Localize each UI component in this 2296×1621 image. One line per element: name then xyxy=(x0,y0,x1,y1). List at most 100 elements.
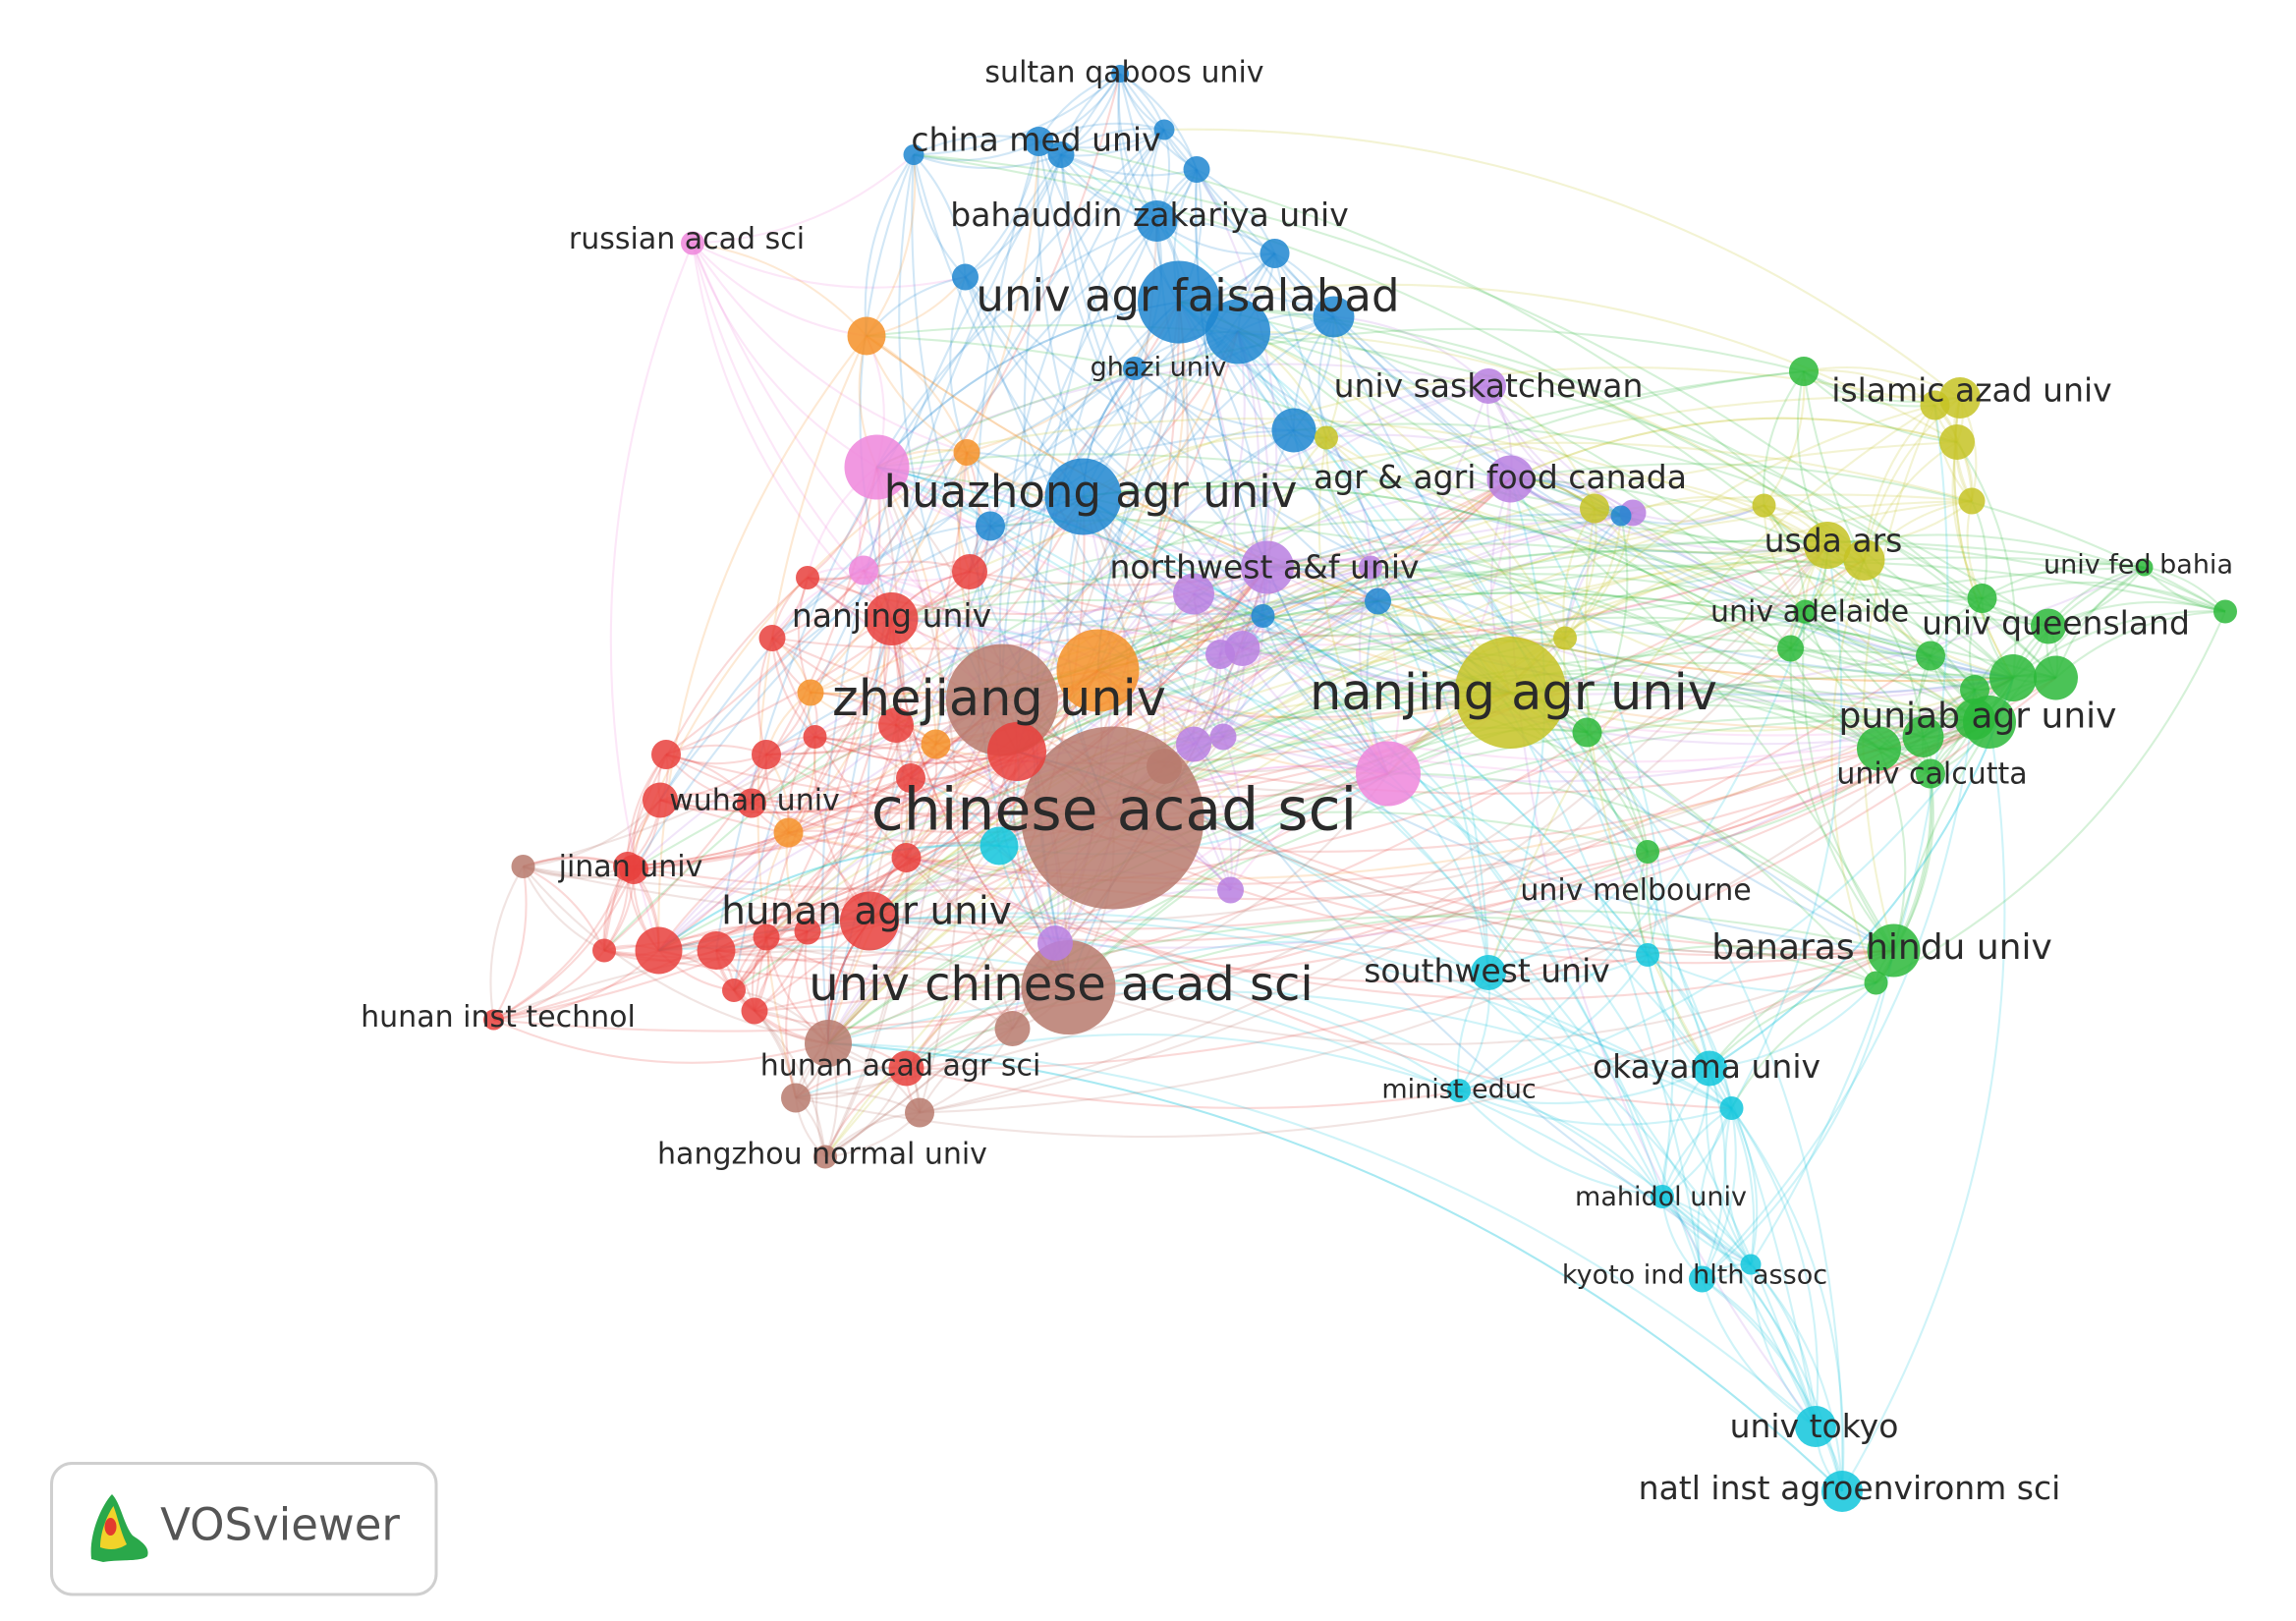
edge xyxy=(863,569,1879,774)
edge xyxy=(493,699,1003,1022)
edge xyxy=(657,844,1000,952)
edge xyxy=(1293,429,1828,554)
edge xyxy=(771,638,1070,988)
edge xyxy=(627,699,1003,868)
node-label: univ melbourne xyxy=(1520,873,1751,908)
edge xyxy=(1193,592,1663,1198)
edge xyxy=(1564,512,1635,640)
node xyxy=(1843,539,1885,581)
edge xyxy=(1096,330,1239,671)
edge xyxy=(657,688,1990,952)
edge xyxy=(633,539,2145,870)
node xyxy=(1958,487,1986,515)
edge xyxy=(1487,851,1649,975)
edge xyxy=(1097,669,1710,1070)
edge xyxy=(1632,495,1764,514)
edge xyxy=(1096,302,1186,672)
edge xyxy=(1458,1089,1663,1198)
edge xyxy=(989,519,1932,775)
node xyxy=(1183,156,1210,183)
edge xyxy=(1325,436,1990,724)
edge xyxy=(1059,154,1268,569)
edge xyxy=(876,466,1649,956)
edge xyxy=(733,467,881,991)
node xyxy=(1217,876,1244,904)
edge xyxy=(1708,1067,1756,1265)
node xyxy=(953,439,980,466)
edge xyxy=(523,799,661,868)
edge xyxy=(1237,330,1649,853)
node xyxy=(840,891,899,951)
edge xyxy=(1510,477,1792,649)
edge xyxy=(866,334,1880,750)
edge xyxy=(492,866,629,1021)
edge xyxy=(1067,600,1379,988)
edge xyxy=(1458,954,1649,1092)
edge xyxy=(1016,630,1976,753)
node-label: univ agr faisalabad xyxy=(976,270,1399,322)
edge xyxy=(919,677,2014,1114)
node-label: univ adelaide xyxy=(1710,595,1909,630)
edge xyxy=(868,920,1752,1265)
edge xyxy=(890,618,1070,988)
edge xyxy=(658,566,1268,952)
edge xyxy=(827,1041,1843,1492)
node xyxy=(1044,458,1122,535)
edge xyxy=(657,335,868,951)
node xyxy=(722,978,746,1002)
edge xyxy=(692,242,966,289)
edge xyxy=(659,721,1990,885)
edge xyxy=(1647,954,1876,993)
edge xyxy=(659,751,1018,814)
edge xyxy=(826,777,912,1044)
edge xyxy=(1060,153,1198,177)
edge xyxy=(795,949,1894,1139)
edge xyxy=(934,301,1180,745)
node xyxy=(781,1083,811,1113)
node xyxy=(1153,119,1175,140)
edge xyxy=(1458,1067,1710,1105)
node xyxy=(844,434,910,500)
edge xyxy=(1001,564,2049,701)
node xyxy=(796,566,819,589)
node-label: minist educ xyxy=(1381,1075,1536,1105)
edge xyxy=(810,477,1512,696)
edge xyxy=(1750,1263,1844,1492)
node xyxy=(865,592,919,645)
node-label: hunan acad agr sci xyxy=(760,1049,1041,1084)
edge xyxy=(1701,689,1977,1280)
edge xyxy=(522,866,829,1045)
edge xyxy=(1097,573,1806,672)
edge xyxy=(493,949,1069,1021)
edge xyxy=(919,544,1828,1114)
edge xyxy=(875,220,1157,469)
edge xyxy=(1697,1107,1733,1280)
edge xyxy=(1661,1107,1733,1198)
edge xyxy=(603,467,878,952)
edge xyxy=(633,566,1268,871)
node xyxy=(903,144,924,165)
logo-box xyxy=(50,1462,438,1596)
edge xyxy=(827,543,1828,1044)
edge xyxy=(1193,331,1246,595)
edge xyxy=(964,276,1752,1265)
edge xyxy=(1458,1090,1663,1199)
node-label: univ queensland xyxy=(1922,604,2190,643)
edge xyxy=(493,949,605,1022)
node xyxy=(1024,127,1054,156)
edge xyxy=(978,526,1070,988)
node-label: univ saskatchewan xyxy=(1334,366,1644,405)
edge xyxy=(876,466,1663,1198)
edge xyxy=(964,276,1511,695)
edge xyxy=(1118,73,1512,694)
edge xyxy=(523,495,1085,868)
node-label: agr & agri food canada xyxy=(1314,458,1687,496)
edge xyxy=(863,544,1828,646)
edge xyxy=(751,544,1828,815)
edge xyxy=(866,335,2014,683)
edge xyxy=(1863,404,1936,561)
edge xyxy=(827,504,1764,1044)
node xyxy=(976,511,1005,541)
edge xyxy=(659,751,1018,814)
edge xyxy=(1509,477,1828,552)
